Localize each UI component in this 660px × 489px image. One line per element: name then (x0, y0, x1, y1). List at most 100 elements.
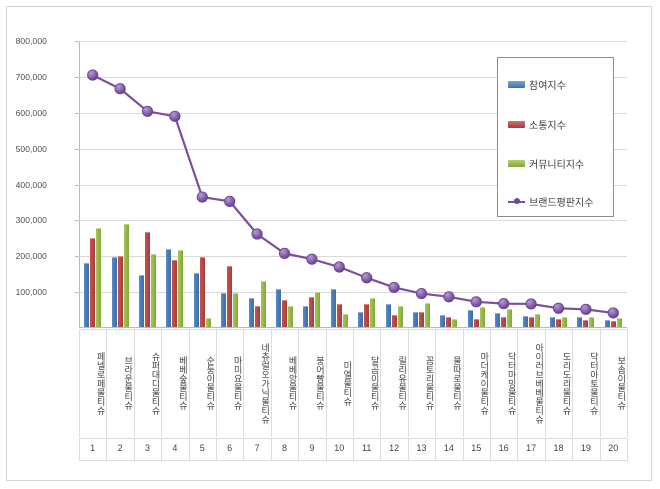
bar-group (380, 41, 407, 327)
bar-red (418, 312, 424, 327)
x-number-separator (298, 439, 300, 461)
x-axis-line (79, 327, 627, 328)
bar-red (227, 266, 233, 327)
x-axis-category-label: 보솜이물티슈 (616, 356, 627, 410)
x-axis-rank-number: 15 (471, 443, 482, 453)
bar-group (353, 41, 380, 327)
bar-green (424, 303, 430, 327)
legend-line-marker-icon (508, 197, 525, 206)
x-axis-rank-number: 19 (580, 443, 591, 453)
y-axis-tick-label: 300,000 (15, 215, 47, 226)
bar-green (123, 224, 129, 327)
bar-red (528, 317, 534, 327)
bar-red (336, 303, 342, 327)
x-number-separator (572, 439, 574, 461)
bar-group (161, 41, 188, 327)
bar-red (583, 320, 589, 327)
x-axis-category-label: 달곰이물티슈 (369, 356, 380, 410)
x-axis-rank-numbers: 1 2 3 4 5 6 7 8 9 10 11 12 13 14 15 16 17 18 19 20 (79, 439, 628, 461)
bar-blue (577, 317, 583, 327)
bar-blue (193, 272, 199, 327)
bar-red (473, 318, 479, 327)
x-axis-category-label: 베베숲물티슈 (177, 356, 188, 410)
x-number-separator (627, 439, 628, 461)
x-number-separator (133, 439, 135, 461)
bar-group (134, 41, 161, 327)
chart-frame: 800,000 700,000 600,000 500,000 400,000 300,0… (6, 6, 652, 481)
bar-group (600, 41, 627, 327)
bar-blue (385, 303, 391, 327)
x-label-separator (161, 329, 163, 437)
bar-green (233, 293, 239, 327)
x-axis-category-label: 브라운물티슈 (123, 356, 134, 410)
x-axis-rank-number: 9 (309, 443, 315, 453)
bar-red (254, 306, 260, 327)
x-axis-rank-number: 13 (416, 443, 427, 453)
x-number-separator (161, 439, 163, 461)
bar-group (545, 41, 572, 327)
legend-item-2[interactable]: 소통지수 (508, 116, 566, 132)
x-axis-category-label: 슈퍼대디물티슈 (150, 351, 161, 415)
bar-blue (111, 257, 117, 327)
bar-green (370, 298, 376, 327)
x-number-separator (353, 439, 354, 461)
bar-red (555, 318, 561, 327)
y-axis-tick-label: 800,000 (15, 36, 47, 46)
x-number-separator (517, 439, 519, 461)
legend-item-label: 소통지수 (529, 120, 566, 132)
bar-group (408, 41, 435, 327)
x-label-separator (133, 329, 135, 437)
legend-item-4[interactable]: 브랜드평판지수 (508, 193, 593, 209)
x-label-separator (188, 329, 190, 437)
legend-item-3[interactable]: 커뮤니티지수 (508, 155, 584, 171)
bar-red (610, 320, 616, 327)
x-number-separator (407, 439, 409, 461)
bar-group (326, 41, 353, 327)
x-label-separator (216, 329, 217, 437)
x-number-separator (544, 439, 546, 461)
x-axis-category-label: 도리도리물티슈 (561, 351, 572, 415)
x-axis-category-label: 마더케이물티슈 (479, 351, 490, 415)
x-axis-category-label: 페넬로페물티슈 (95, 351, 106, 415)
bar-blue (495, 313, 501, 327)
x-axis-rank-number: 12 (389, 443, 400, 453)
x-axis-category-label: 미엘물티슈 (342, 360, 353, 406)
x-axis-rank-number: 2 (117, 443, 123, 453)
x-axis-rank-number: 3 (144, 443, 150, 453)
y-axis-tick-label: 600,000 (15, 107, 47, 118)
bar-green (589, 316, 595, 327)
x-axis-category-labels: 페넬로페물티슈 브라운물티슈 슈퍼대디물티슈 베베숲물티슈 순둥이물티슈 마미요물티슈 네츄… (79, 329, 628, 437)
x-axis-category-label: 릴리유물티슈 (397, 356, 408, 410)
bar-red (501, 316, 507, 327)
legend-swatch-blue-icon (508, 80, 525, 88)
bar-green (507, 308, 513, 327)
legend-item-1[interactable]: 참여지수 (508, 76, 566, 92)
x-axis-category-label: 닥터아토물티슈 (588, 351, 599, 415)
y-axis-tick-label: 500,000 (15, 143, 47, 154)
x-number-separator (106, 439, 108, 461)
bar-blue (467, 310, 473, 327)
x-label-separator (353, 329, 354, 437)
y-axis-tick-label: 400,000 (15, 179, 47, 190)
y-axis-tick-mark (75, 292, 79, 294)
bar-green (479, 307, 485, 327)
x-axis-rank-number: 17 (526, 443, 537, 453)
bar-red (391, 315, 397, 327)
bar-red (281, 300, 287, 327)
x-axis-category-label: 붕어빵물티슈 (314, 356, 325, 410)
x-axis-category-label: 아이러브베베물티슈 (534, 342, 545, 424)
x-number-separator (380, 439, 382, 461)
x-label-separator (298, 329, 300, 437)
x-axis-rank-number: 10 (334, 443, 345, 453)
x-axis-category-label: 닥터마밍물티슈 (506, 351, 517, 415)
x-label-separator (325, 329, 327, 437)
bar-green (205, 318, 211, 327)
bar-blue (604, 320, 610, 327)
bar-group (243, 41, 270, 327)
bar-blue (522, 315, 528, 327)
bar-red (446, 316, 452, 327)
x-number-separator (599, 439, 601, 461)
x-axis-rank-number: 8 (281, 443, 287, 453)
gridline (79, 41, 627, 42)
